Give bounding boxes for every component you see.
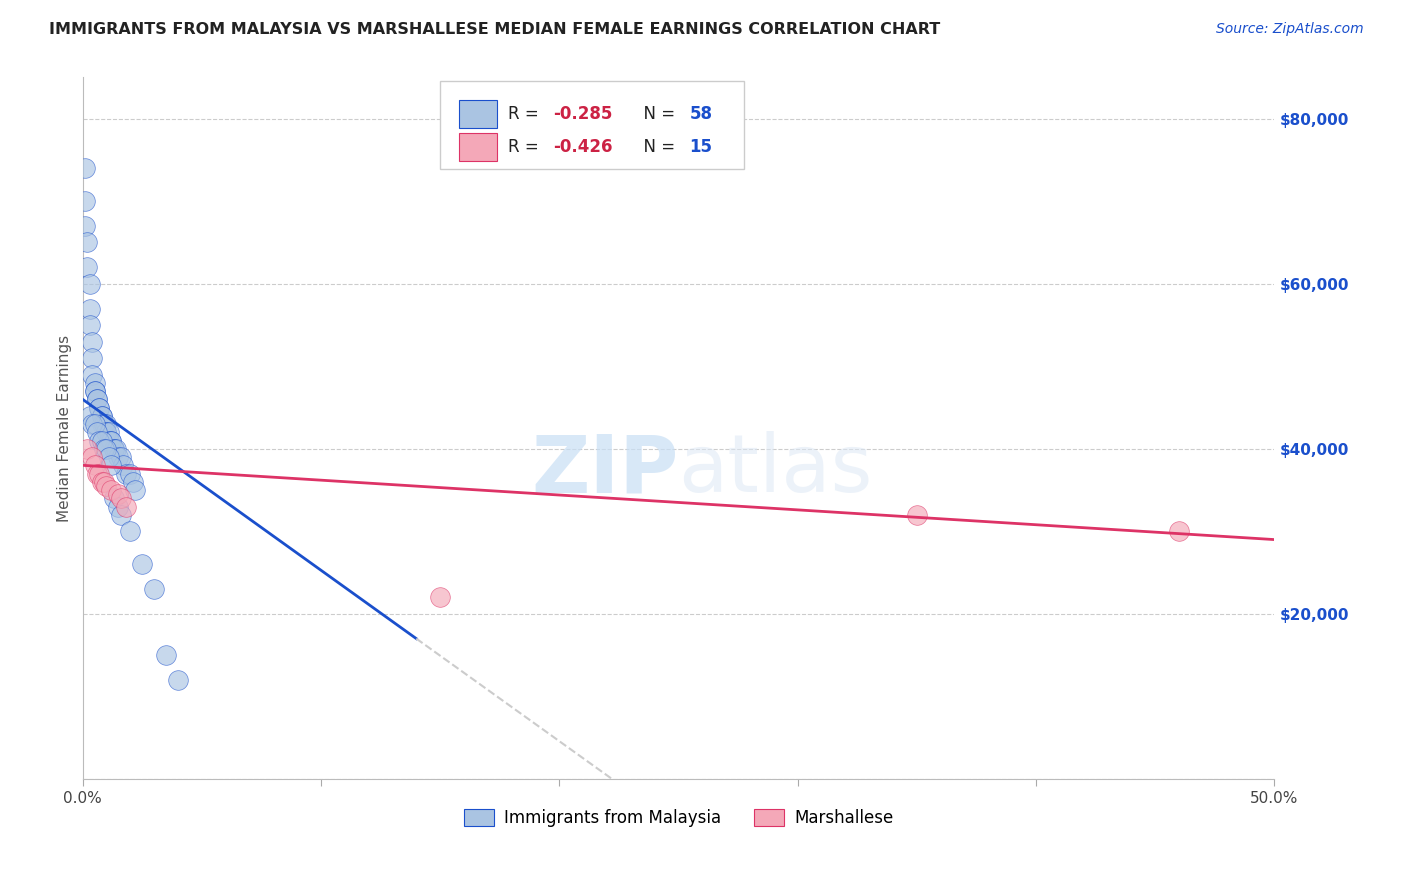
Point xyxy=(96,479,118,493)
FancyBboxPatch shape xyxy=(460,133,498,161)
Point xyxy=(73,219,96,233)
Point xyxy=(120,467,142,481)
Point xyxy=(100,434,122,448)
Point xyxy=(114,467,136,481)
Point xyxy=(103,442,125,456)
Point xyxy=(83,384,105,398)
Point xyxy=(89,467,111,481)
Point xyxy=(83,384,105,398)
FancyBboxPatch shape xyxy=(440,81,744,169)
Point xyxy=(97,434,120,448)
Text: -0.426: -0.426 xyxy=(554,138,613,156)
Point xyxy=(107,450,129,464)
Point xyxy=(143,582,166,596)
Point xyxy=(82,334,104,349)
Point xyxy=(82,368,104,382)
FancyBboxPatch shape xyxy=(460,100,498,128)
Point xyxy=(93,417,115,431)
Text: -0.285: -0.285 xyxy=(554,105,613,123)
Point xyxy=(96,425,118,440)
Point xyxy=(96,425,118,440)
Point xyxy=(90,409,112,423)
Point xyxy=(167,673,190,687)
Legend: Immigrants from Malaysia, Marshallese: Immigrants from Malaysia, Marshallese xyxy=(457,802,900,834)
Point xyxy=(124,483,146,497)
Y-axis label: Median Female Earnings: Median Female Earnings xyxy=(58,334,72,522)
Text: ZIP: ZIP xyxy=(531,431,679,509)
Point xyxy=(107,500,129,514)
Point xyxy=(86,467,108,481)
Point xyxy=(76,442,98,456)
Point xyxy=(90,434,112,448)
Point xyxy=(107,487,129,501)
Point xyxy=(89,401,111,415)
Point xyxy=(79,277,101,291)
Point xyxy=(96,417,118,431)
Point xyxy=(89,434,111,448)
Point xyxy=(100,434,122,448)
Point xyxy=(155,648,177,662)
Text: 15: 15 xyxy=(689,138,713,156)
Point xyxy=(73,194,96,209)
Point xyxy=(89,401,111,415)
Point xyxy=(93,417,115,431)
Point xyxy=(100,458,122,473)
Point xyxy=(76,260,98,275)
Point xyxy=(110,450,132,464)
Point xyxy=(86,392,108,407)
Point xyxy=(114,500,136,514)
Point xyxy=(90,409,112,423)
Point xyxy=(82,450,104,464)
Point xyxy=(103,442,125,456)
Point xyxy=(93,475,115,489)
Point xyxy=(1168,524,1191,539)
Text: atlas: atlas xyxy=(679,431,873,509)
Point xyxy=(73,161,96,176)
Point xyxy=(79,301,101,316)
Point xyxy=(83,376,105,390)
Point xyxy=(82,351,104,365)
Text: R =: R = xyxy=(508,105,544,123)
Point xyxy=(120,524,142,539)
Text: N =: N = xyxy=(633,105,681,123)
Point xyxy=(76,235,98,250)
Point xyxy=(103,491,125,506)
Point xyxy=(86,392,108,407)
Point xyxy=(90,475,112,489)
Text: R =: R = xyxy=(508,138,544,156)
Point xyxy=(83,458,105,473)
Point xyxy=(104,442,127,456)
Text: Source: ZipAtlas.com: Source: ZipAtlas.com xyxy=(1216,22,1364,37)
Point xyxy=(97,425,120,440)
Point xyxy=(429,591,451,605)
Point xyxy=(93,442,115,456)
Point xyxy=(79,318,101,332)
Point xyxy=(110,508,132,522)
Point xyxy=(100,483,122,497)
Point xyxy=(79,409,101,423)
Point xyxy=(110,491,132,506)
Text: 58: 58 xyxy=(689,105,713,123)
Point xyxy=(131,558,153,572)
Point xyxy=(905,508,928,522)
Point xyxy=(96,442,118,456)
Point xyxy=(86,425,108,440)
Text: N =: N = xyxy=(633,138,681,156)
Point xyxy=(97,450,120,464)
Text: IMMIGRANTS FROM MALAYSIA VS MARSHALLESE MEDIAN FEMALE EARNINGS CORRELATION CHART: IMMIGRANTS FROM MALAYSIA VS MARSHALLESE … xyxy=(49,22,941,37)
Point xyxy=(83,417,105,431)
Point xyxy=(82,417,104,431)
Point xyxy=(90,417,112,431)
Point xyxy=(112,458,135,473)
Point xyxy=(121,475,143,489)
